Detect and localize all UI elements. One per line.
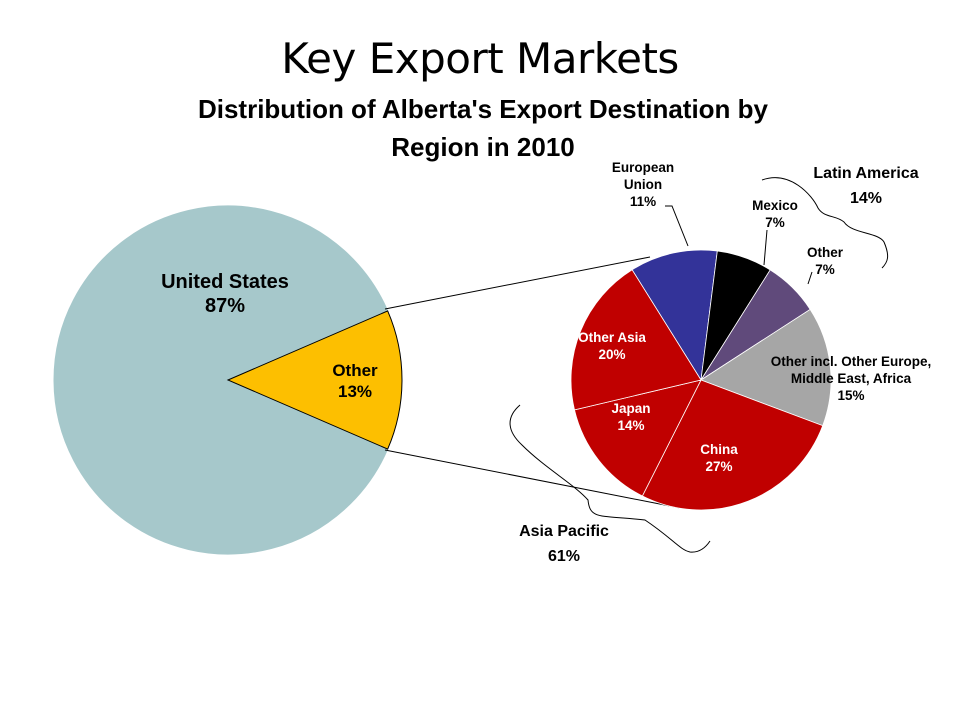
main-pie-pct-other: 13% [338,382,372,401]
breakdown-label-other-incl-other-europe-middle-east-africa-line-1: Other incl. Other Europe, [771,354,932,369]
main-pie-pct-united-states: 87% [205,295,245,317]
main-pie-slice-other [226,310,403,450]
main-pie-slice-united-states [53,205,389,555]
main-pie [53,205,403,555]
breakdown-label-other-incl-other-europe-middle-east-africa-line-2: Middle East, Africa [791,371,912,386]
breakdown-label-european-union-line-1: European [612,160,674,175]
main-pie-label-other: Other [332,361,378,380]
connector-line-bottom [384,449,681,509]
group-labels: Latin America 14% Asia Pacific 61% [519,165,919,565]
breakdown-label-other-line-1: Other [807,245,844,260]
connector-line-top [384,256,651,310]
breakdown-slice-other-incl-other-europe-middle-east-africa [700,308,832,427]
breakdown-slice-other-asia [570,269,702,411]
breakdown-slice-japan [573,379,702,497]
group-pct-asia-pacific: 61% [548,548,580,565]
breakdown-slice-european-union [631,249,718,382]
breakdown-label-european-union-line-2: Union [624,177,662,192]
group-braces [509,177,889,553]
breakdown-label-other-asia-line-1: Other Asia [578,330,646,345]
breakdown-slice-china [641,379,824,511]
breakdown-pie-labels: European Union 11% Mexico 7% Other 7% Other inc… [578,160,931,474]
leader-line-european-union [665,205,689,247]
slide-title: Key Export Markets [281,34,679,83]
breakdown-pie [570,249,832,511]
leader-line-other [807,271,813,285]
breakdown-label-japan-pct: 14% [617,418,644,433]
group-pct-latin-america: 14% [850,190,882,207]
connector-lines [384,256,681,509]
breakdown-label-european-union-pct: 11% [630,194,656,209]
breakdown-label-other-pct: 7% [815,262,835,277]
breakdown-label-china-line-1: China [700,442,738,457]
breakdown-label-japan-line-1: Japan [611,401,650,416]
group-label-asia-pacific: Asia Pacific [519,523,609,540]
chart-title-line-1: Distribution of Alberta's Export Destina… [198,94,769,124]
asia-pacific-brace [509,404,711,553]
latin-america-brace [761,177,889,269]
group-label-latin-america: Latin America [813,165,918,182]
leader-line-mexico [763,229,768,266]
breakdown-label-other-incl-other-europe-middle-east-africa-pct: 15% [837,388,864,403]
chart-title-line-2: Region in 2010 [391,132,575,162]
breakdown-label-china-pct: 27% [705,459,732,474]
breakdown-label-other-asia-pct: 20% [598,347,625,362]
breakdown-label-mexico-line-1: Mexico [752,198,798,213]
breakdown-label-mexico-pct: 7% [765,215,785,230]
main-pie-label-united-states: United States [161,271,289,293]
